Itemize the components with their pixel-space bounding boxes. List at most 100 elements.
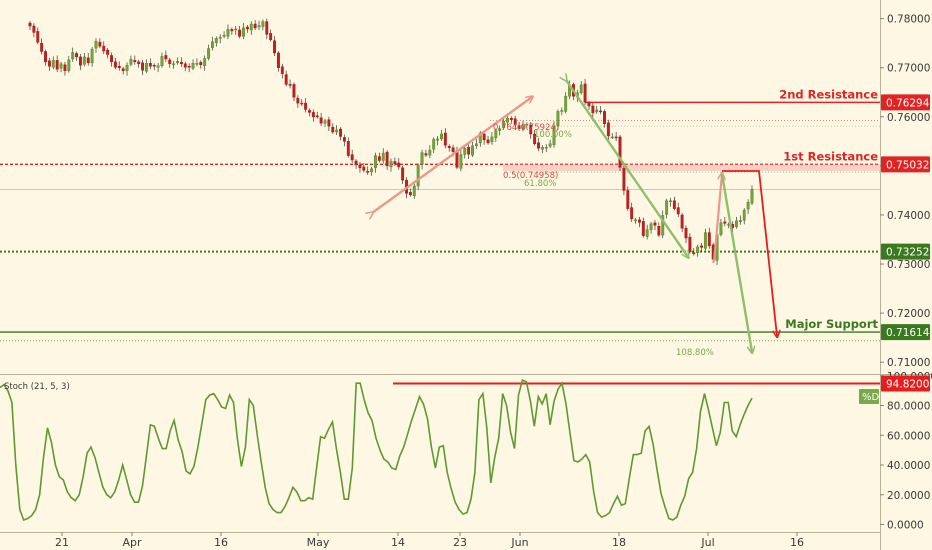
stoch-tick-label: 60.0000 (887, 430, 930, 442)
candle-body (377, 156, 381, 161)
candle-body (75, 53, 79, 58)
candle-body (242, 27, 245, 37)
candle-body (67, 59, 71, 71)
candle-body (603, 111, 606, 124)
candle-body (55, 60, 59, 70)
time-tick-label: Jul (700, 536, 714, 549)
candle-body (207, 48, 211, 59)
candle-body (595, 109, 599, 113)
stoch-level-tag: 94.8200 (886, 378, 929, 390)
candle-body (746, 201, 750, 210)
candle-body (222, 35, 226, 37)
candle-body (172, 63, 176, 66)
candle-body (28, 22, 32, 27)
time-tick-label: 14 (391, 536, 405, 549)
candle-body (537, 142, 540, 149)
time-tick-label: 21 (55, 536, 69, 549)
candle-body (626, 190, 630, 209)
candle-body (319, 117, 323, 124)
candle-body (203, 58, 207, 67)
price-tick-label: 0.71000 (887, 357, 930, 369)
candle-body (144, 63, 148, 72)
candle-body (676, 207, 680, 215)
candle-body (467, 146, 471, 155)
candle-body (79, 56, 82, 66)
candle-body (680, 214, 684, 229)
candle-body (63, 64, 67, 71)
candle-body (610, 136, 614, 139)
candle-body (183, 63, 187, 68)
stoch-tick-label: 40.0000 (887, 460, 930, 472)
level-price-tag: 0.71614 (886, 327, 930, 339)
resistance-zone (503, 164, 880, 171)
fib-label: 100.00% (534, 130, 572, 140)
candle-body (125, 65, 129, 71)
bullish-leg-arrow (372, 97, 532, 213)
annotations: 0.76294 2nd Resistance 0.75032 1st Resistan… (4, 87, 930, 404)
candle-body (156, 65, 160, 68)
candle-body (428, 149, 432, 156)
stoch-tick-label: 80.0000 (887, 401, 930, 413)
candle-body (137, 61, 141, 65)
candle-body (265, 21, 269, 35)
candle-body (735, 220, 738, 227)
candle-body (587, 102, 591, 107)
candle-body (548, 143, 552, 147)
candle-body (284, 74, 288, 85)
candle-body (447, 146, 451, 148)
candle-body (71, 52, 75, 60)
candle-body (98, 41, 102, 47)
candle-body (486, 139, 490, 144)
candle-body (482, 133, 486, 141)
candle-body (381, 152, 385, 161)
level-label: Major Support (785, 317, 878, 331)
candle-body (304, 102, 308, 110)
retrace-arrow (712, 174, 722, 263)
candle-body (696, 246, 700, 254)
candle-body (552, 125, 556, 146)
candle-body (106, 49, 110, 55)
candle-body (148, 63, 152, 67)
candle-body (47, 60, 51, 67)
candle-body (195, 63, 199, 65)
candle-body (614, 136, 618, 139)
candle-body (164, 55, 168, 60)
drawings (372, 80, 777, 352)
time-tick-label: May (307, 536, 330, 549)
fib-label: 61.80% (524, 179, 556, 189)
candle-body (606, 122, 610, 137)
candle-body (401, 167, 405, 181)
candle-body (424, 153, 428, 156)
stoch-d-line (0, 379, 753, 522)
candle-body (331, 126, 335, 133)
candle-body (591, 105, 595, 114)
candle-body (358, 164, 362, 169)
candle-body (44, 51, 47, 63)
candle-body (750, 189, 754, 204)
candle-body (32, 25, 36, 33)
level-price-tag: 0.76294 (886, 97, 930, 109)
fib-label: 0.764(0.75924) (493, 123, 559, 133)
fib-label: 108.80% (676, 348, 714, 358)
candle-body (385, 151, 389, 167)
candle-body (370, 168, 374, 173)
candle-body (168, 59, 172, 65)
candle-body (653, 222, 657, 226)
candle-body (649, 223, 653, 230)
candle-body (389, 161, 393, 168)
price-tick-label: 0.72000 (887, 308, 930, 320)
candle-body (474, 143, 478, 147)
candle-body (238, 29, 242, 37)
candle-body (362, 166, 366, 171)
candle-body (579, 84, 583, 94)
candle-body (176, 61, 179, 64)
candle-body (280, 66, 284, 74)
candle-body (339, 128, 342, 137)
candle-body (113, 61, 117, 68)
candle-body (40, 42, 44, 52)
candle-body (152, 65, 156, 67)
candle-body (86, 57, 90, 64)
level-label: 1st Resistance (783, 149, 878, 163)
candle-body (634, 219, 638, 222)
